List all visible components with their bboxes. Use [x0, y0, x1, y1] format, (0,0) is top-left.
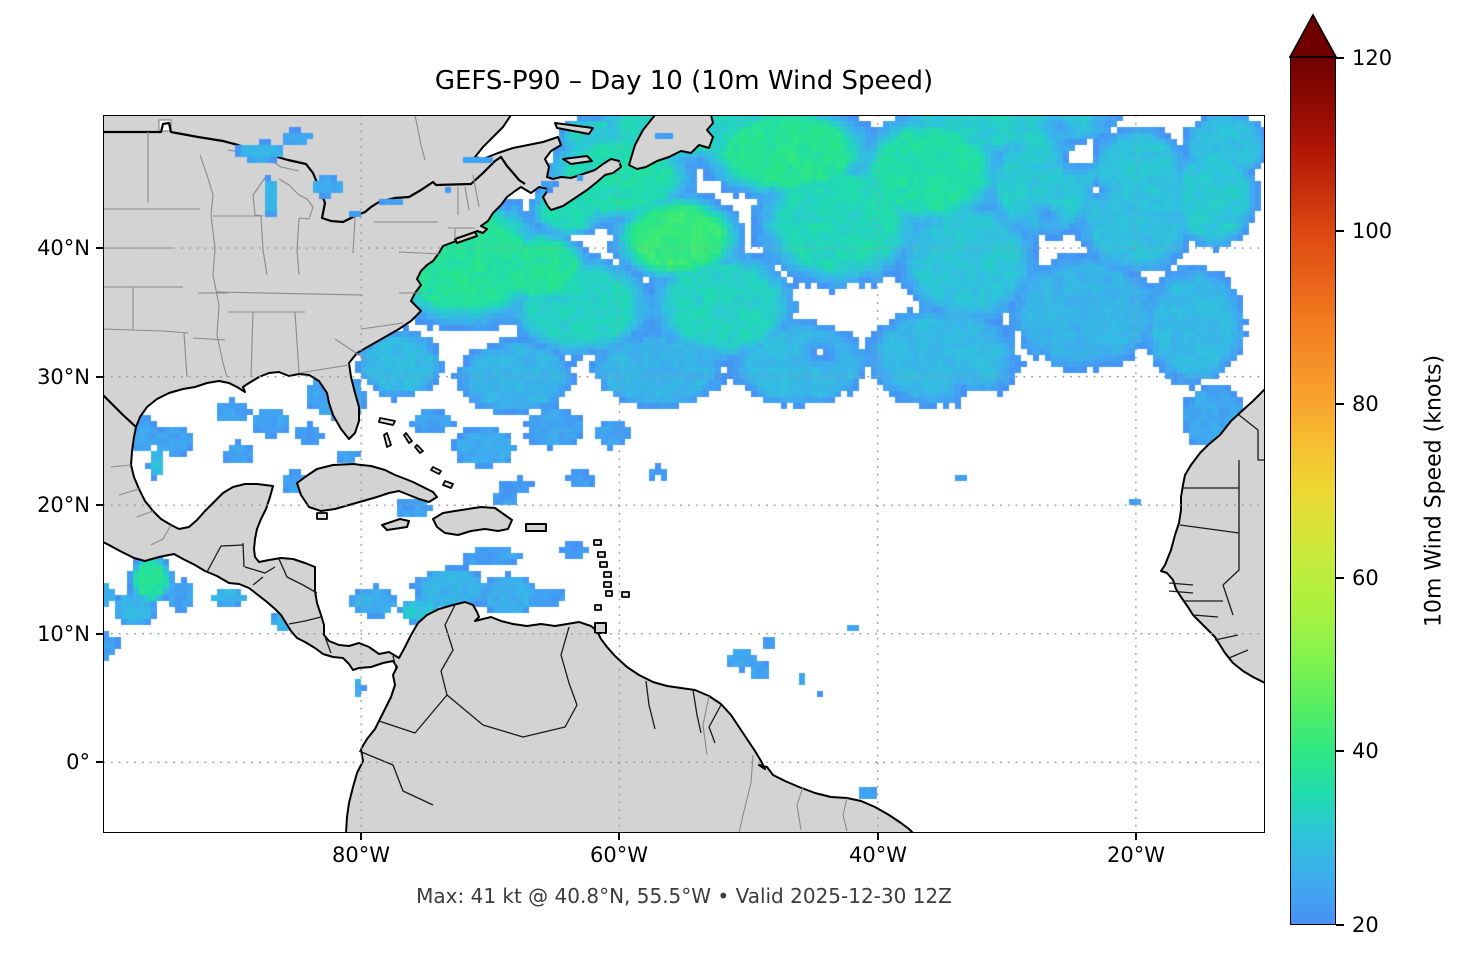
colorbar-tick-label: 40	[1352, 739, 1379, 763]
y-tick-label-0: 0°	[66, 750, 90, 774]
y-tick-label-30n: 30°N	[37, 365, 90, 389]
y-axis-tick	[96, 761, 103, 763]
x-tick-label-60w: 60°W	[590, 843, 648, 867]
colorbar-tick	[1336, 924, 1344, 926]
x-axis-tick	[360, 833, 362, 840]
y-tick-label-20n: 20°N	[37, 493, 90, 517]
x-axis-tick	[877, 833, 879, 840]
colorbar-extend-arrow	[1289, 13, 1337, 58]
lake-wind-canvas	[103, 115, 1265, 833]
chart-title: GEFS-P90 – Day 10 (10m Wind Speed)	[434, 66, 934, 96]
map-plot	[103, 115, 1265, 833]
x-axis-tick	[618, 833, 620, 840]
max-annotation: Max: 41 kt @ 40.8°N, 55.5°W • Valid 2025…	[416, 884, 952, 908]
colorbar-tick	[1336, 57, 1344, 59]
x-axis-tick	[1135, 833, 1137, 840]
colorbar-tick	[1336, 403, 1344, 405]
colorbar-gradient	[1291, 58, 1335, 924]
colorbar-tick-label: 20	[1352, 913, 1379, 937]
colorbar-tick-label: 80	[1352, 392, 1379, 416]
colorbar-tick	[1336, 577, 1344, 579]
colorbar-tick-label: 100	[1352, 219, 1393, 243]
colorbar-axis-label: 10m Wind Speed (knots)	[1421, 354, 1447, 628]
x-tick-label-20w: 20°W	[1107, 843, 1165, 867]
colorbar-tick-label: 60	[1352, 566, 1379, 590]
y-axis-tick	[96, 376, 103, 378]
colorbar-tick	[1336, 750, 1344, 752]
x-tick-label-40w: 40°W	[849, 843, 907, 867]
y-axis-tick	[96, 504, 103, 506]
y-tick-label-40n: 40°N	[37, 236, 90, 260]
y-tick-label-10n: 10°N	[37, 622, 90, 646]
gridlines-layer	[103, 115, 1265, 833]
y-axis-tick	[96, 633, 103, 635]
y-axis-tick	[96, 247, 103, 249]
colorbar	[1290, 57, 1336, 925]
colorbar-tick-label: 120	[1352, 46, 1393, 70]
colorbar-tick	[1336, 230, 1344, 232]
x-tick-label-80w: 80°W	[332, 843, 390, 867]
